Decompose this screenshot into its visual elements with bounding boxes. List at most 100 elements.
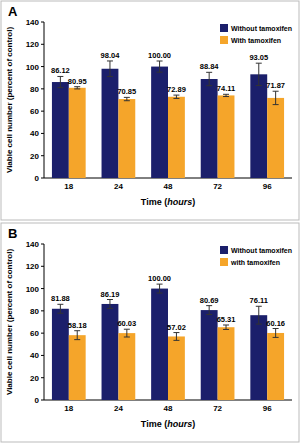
legend-swatch [220, 258, 228, 266]
error-cap [124, 329, 130, 330]
bar [267, 98, 284, 178]
error-cap [273, 337, 279, 338]
x-tick-label: 48 [164, 182, 173, 191]
x-tick-label: 72 [213, 182, 222, 191]
data-label: 70.85 [117, 87, 136, 96]
y-tick-label: 140 [26, 240, 40, 249]
error-cap [124, 100, 130, 101]
error-cap [173, 98, 179, 99]
data-label: 60.03 [117, 319, 136, 328]
y-tick-label: 120 [26, 262, 40, 271]
error-cap [256, 324, 262, 325]
bar [201, 310, 218, 400]
data-label: 72.89 [167, 85, 186, 94]
y-tick-label: 20 [30, 374, 39, 383]
error-cap [57, 313, 63, 314]
legend-label: With tamoxifen [231, 37, 281, 44]
error-bar [157, 61, 163, 72]
error-cap [74, 330, 80, 331]
bar [69, 335, 86, 400]
error-bar [206, 306, 212, 315]
error-bar [57, 304, 63, 313]
error-bar [223, 94, 229, 96]
error-cap [256, 85, 262, 86]
data-label: 74.11 [217, 84, 235, 93]
x-tick-label: 24 [114, 182, 123, 191]
error-cap [173, 340, 179, 341]
legend-swatch [220, 24, 228, 32]
data-label: 76.11 [250, 296, 268, 305]
error-bar [256, 306, 262, 324]
bar [168, 336, 185, 400]
data-label: 98.04 [101, 51, 121, 60]
y-tick-label: 40 [30, 129, 39, 138]
error-cap [273, 104, 279, 105]
error-line [258, 306, 259, 324]
error-line [159, 284, 160, 293]
error-cap [206, 72, 212, 73]
y-tick-label: 20 [30, 152, 39, 161]
x-axis-label: Time (hours) [141, 197, 195, 207]
bar [102, 304, 119, 400]
bar [201, 79, 218, 178]
error-bar [107, 300, 113, 309]
figure: A0204060801001201401824487296Time (hours… [0, 0, 300, 444]
error-bar [74, 331, 80, 340]
error-cap [273, 91, 279, 92]
y-axis [44, 244, 45, 400]
data-labels: 86.1298.04100.0088.8493.0580.9570.8572.8… [51, 51, 285, 96]
bar [151, 67, 168, 178]
data-label: 57.02 [167, 323, 186, 332]
bars [52, 61, 284, 178]
error-cap [223, 94, 229, 95]
y-tick-label: 60 [30, 329, 39, 338]
error-cap [223, 96, 229, 97]
error-cap [107, 308, 113, 309]
legend-label: Without tamoxifen [231, 247, 292, 254]
error-cap [157, 284, 163, 285]
error-line [226, 325, 227, 329]
error-bar [206, 72, 212, 85]
data-labels: 81.8886.19100.0080.6976.1158.1860.0357.0… [51, 274, 285, 331]
bar [118, 99, 135, 178]
data-label: 86.19 [101, 290, 120, 299]
bar [52, 309, 69, 400]
legend: Without tamoxifenWith tamoxifen [220, 24, 292, 44]
error-cap [124, 337, 130, 338]
error-line [176, 333, 177, 341]
y-tick-label: 0 [35, 174, 40, 183]
y-axis-label: Viable cell number (percent of control) [5, 27, 14, 173]
bar [52, 82, 69, 178]
bar [118, 333, 135, 400]
error-line [77, 331, 78, 340]
error-line [159, 61, 160, 72]
error-bar [273, 91, 279, 104]
bar [267, 333, 284, 400]
data-label: 80.95 [68, 77, 87, 86]
error-cap [157, 61, 163, 62]
error-line [209, 306, 210, 315]
error-bar [57, 76, 63, 87]
x-tick-label: 96 [263, 182, 272, 191]
error-cap [57, 304, 63, 305]
error-cap [107, 60, 113, 61]
y-tick-label: 100 [26, 285, 40, 294]
panel-label: B [8, 226, 17, 241]
panel: B0204060801001201401824487296Time (hours… [1, 223, 299, 442]
error-bar [74, 87, 80, 89]
bar [250, 315, 267, 400]
error-cap [157, 72, 163, 73]
legend: Without tamoxifenwith tamoxifen [220, 246, 292, 266]
x-tick-label: 48 [164, 404, 173, 413]
error-cap [206, 314, 212, 315]
y-tick-label: 120 [26, 40, 40, 49]
error-line [258, 63, 259, 85]
bar [218, 327, 235, 400]
data-label: 81.88 [51, 294, 70, 303]
error-cap [57, 76, 63, 77]
x-axis-label: Time (hours) [141, 419, 195, 429]
panel-frame [1, 1, 299, 220]
y-tick-label: 40 [30, 351, 39, 360]
error-cap [107, 299, 113, 300]
bar [151, 289, 168, 400]
